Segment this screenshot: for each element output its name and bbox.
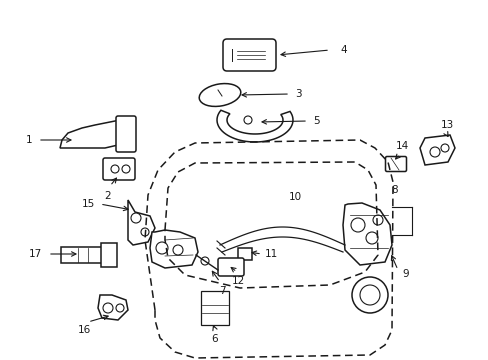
Circle shape [116,304,124,312]
Text: 14: 14 [395,141,408,151]
Text: 9: 9 [401,269,408,279]
Text: 2: 2 [104,191,111,201]
FancyBboxPatch shape [201,291,228,325]
Text: 3: 3 [294,89,301,99]
Circle shape [103,303,113,313]
Text: 15: 15 [81,199,95,209]
Polygon shape [98,295,128,320]
Circle shape [351,277,387,313]
Circle shape [244,116,251,124]
Polygon shape [150,230,198,268]
Text: 7: 7 [218,286,225,296]
Circle shape [156,242,168,254]
Circle shape [350,218,364,232]
Circle shape [131,213,141,223]
Text: 11: 11 [264,249,278,259]
FancyBboxPatch shape [61,247,103,263]
Text: 8: 8 [391,185,398,195]
Circle shape [365,232,377,244]
Text: 16: 16 [77,325,90,335]
Circle shape [359,285,379,305]
FancyBboxPatch shape [385,157,406,171]
Circle shape [372,215,382,225]
Circle shape [429,147,439,157]
FancyBboxPatch shape [116,116,136,152]
Polygon shape [419,135,454,165]
Circle shape [141,228,149,236]
FancyBboxPatch shape [223,39,275,71]
Text: 17: 17 [29,249,42,259]
Text: 12: 12 [231,276,244,286]
Polygon shape [342,203,391,265]
Circle shape [111,165,119,173]
Polygon shape [60,120,135,148]
Polygon shape [238,248,251,260]
Text: 6: 6 [211,334,218,344]
Text: 13: 13 [440,120,453,130]
Text: 10: 10 [288,192,301,202]
FancyBboxPatch shape [218,258,244,276]
FancyBboxPatch shape [101,243,117,267]
Polygon shape [128,200,155,245]
Ellipse shape [199,84,240,107]
Circle shape [122,165,130,173]
FancyBboxPatch shape [103,158,135,180]
Text: 1: 1 [25,135,32,145]
Text: 4: 4 [339,45,346,55]
Circle shape [440,144,448,152]
Polygon shape [217,110,292,142]
Text: 5: 5 [312,116,319,126]
Circle shape [173,245,183,255]
Circle shape [201,257,208,265]
